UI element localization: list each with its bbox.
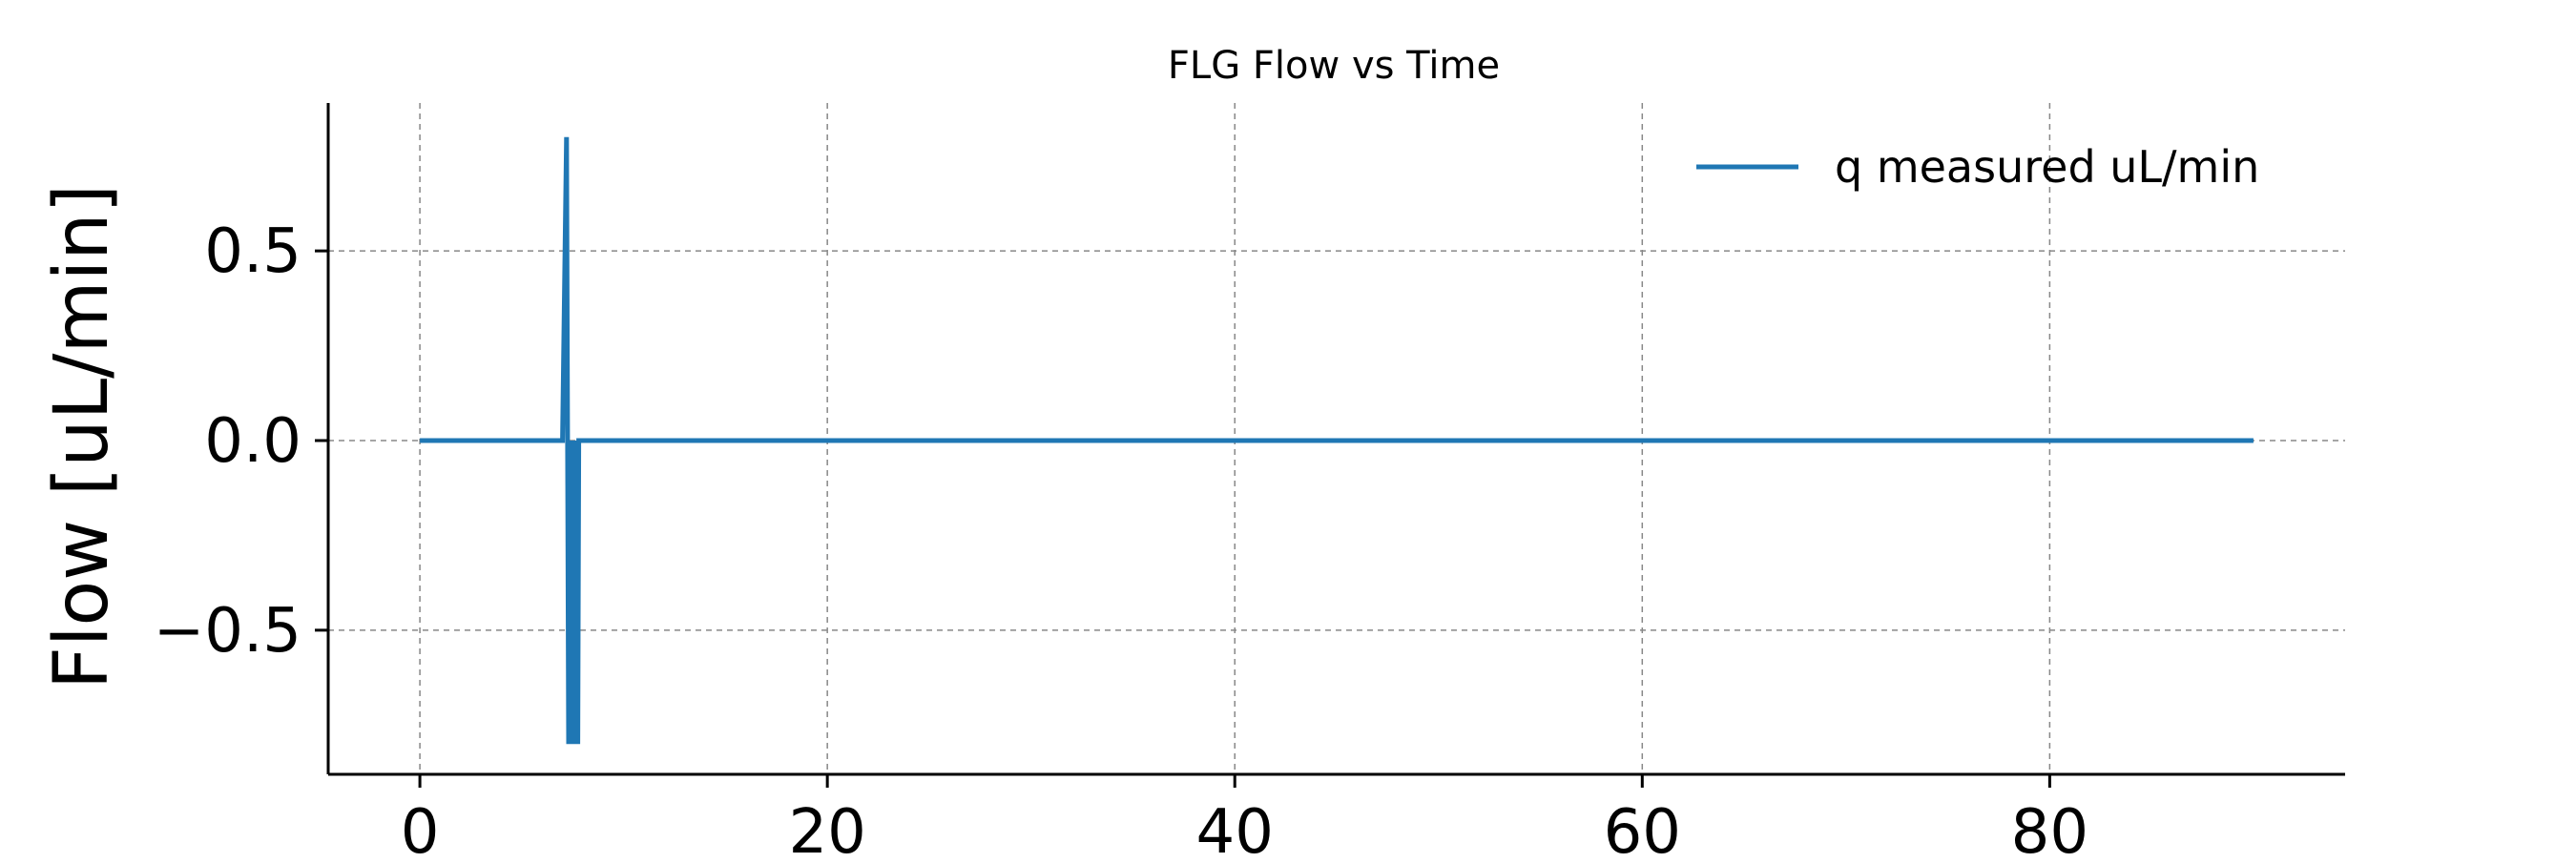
y-tick-label: −0.5 xyxy=(154,596,301,667)
series-layer xyxy=(420,136,2254,745)
x-tick-label: 20 xyxy=(788,797,865,858)
y-axis-label: Flow [uL/min] xyxy=(39,184,125,689)
legend: q measured uL/min xyxy=(1696,141,2259,193)
x-tick-label: 0 xyxy=(401,797,440,858)
chart-title: FLG Flow vs Time xyxy=(1168,44,1500,88)
y-tick-label: 0.5 xyxy=(204,216,301,287)
x-tick-label: 80 xyxy=(2011,797,2088,858)
x-tick-label: 40 xyxy=(1196,797,1274,858)
axes xyxy=(315,103,2345,788)
x-tick-label: 60 xyxy=(1604,797,1681,858)
tick-labels: 0 20 40 60 80 0.5 0.0 −0.5 xyxy=(154,216,2088,863)
series-line xyxy=(420,136,2254,745)
legend-label: q measured uL/min xyxy=(1835,141,2259,193)
y-tick-label: 0.0 xyxy=(204,406,301,477)
